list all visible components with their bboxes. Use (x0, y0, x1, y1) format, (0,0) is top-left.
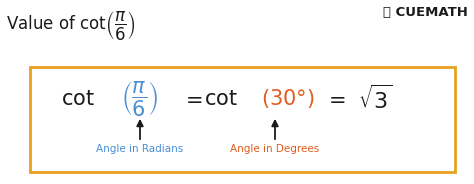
Text: 🚀 CUEMATH: 🚀 CUEMATH (383, 6, 468, 19)
Text: $\mathrm{cot}$: $\mathrm{cot}$ (61, 89, 95, 109)
FancyBboxPatch shape (30, 67, 455, 172)
Text: $\left(\dfrac{\pi}{6}\right)$: $\left(\dfrac{\pi}{6}\right)$ (121, 79, 159, 118)
Text: $\sqrt{3}$: $\sqrt{3}$ (358, 85, 392, 113)
Text: Angle in Radians: Angle in Radians (96, 144, 183, 154)
Text: $=$: $=$ (324, 89, 346, 109)
Text: $\mathrm{cot}$: $\mathrm{cot}$ (204, 89, 238, 109)
Text: Value of cot$\left(\dfrac{\pi}{6}\right)$: Value of cot$\left(\dfrac{\pi}{6}\right)… (6, 9, 136, 42)
Text: $=$: $=$ (181, 89, 203, 109)
Text: Angle in Degrees: Angle in Degrees (230, 144, 319, 154)
Text: $(30°)$: $(30°)$ (261, 88, 315, 111)
